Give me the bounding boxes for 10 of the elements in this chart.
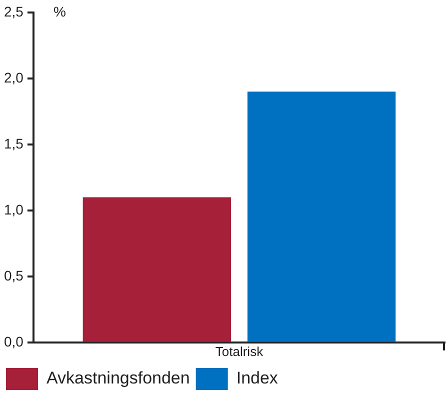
y-axis-title: % (53, 3, 66, 20)
y-tick-label: 1,5 (4, 135, 24, 152)
y-tick-label: 2,0 (4, 69, 24, 86)
y-tick-label: 2,5 (4, 3, 24, 20)
y-tick-label: 0,5 (4, 267, 24, 284)
legend-label: Avkastningsfonden (46, 368, 190, 388)
x-tick-label: Totalrisk (215, 344, 264, 359)
legend-label: Index (236, 368, 278, 388)
y-tick-label: 1,0 (4, 201, 24, 218)
y-tick-label: 0,0 (4, 333, 24, 350)
